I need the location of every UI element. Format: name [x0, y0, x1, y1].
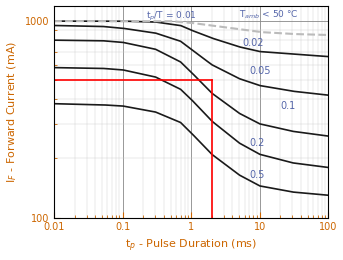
Text: 0.5: 0.5 — [249, 170, 264, 180]
Y-axis label: I$_F$ - Forward Current (mA): I$_F$ - Forward Current (mA) — [5, 41, 19, 183]
Text: 0.02: 0.02 — [242, 38, 263, 48]
Text: t$_p$/T = 0.01: t$_p$/T = 0.01 — [146, 10, 197, 23]
Text: 0.05: 0.05 — [249, 66, 271, 76]
Text: T$_{amb}$ < 50 °C: T$_{amb}$ < 50 °C — [239, 8, 299, 21]
Text: 0.1: 0.1 — [280, 101, 296, 111]
X-axis label: t$_p$ - Pulse Duration (ms): t$_p$ - Pulse Duration (ms) — [125, 238, 257, 255]
Text: 0.2: 0.2 — [249, 138, 264, 148]
